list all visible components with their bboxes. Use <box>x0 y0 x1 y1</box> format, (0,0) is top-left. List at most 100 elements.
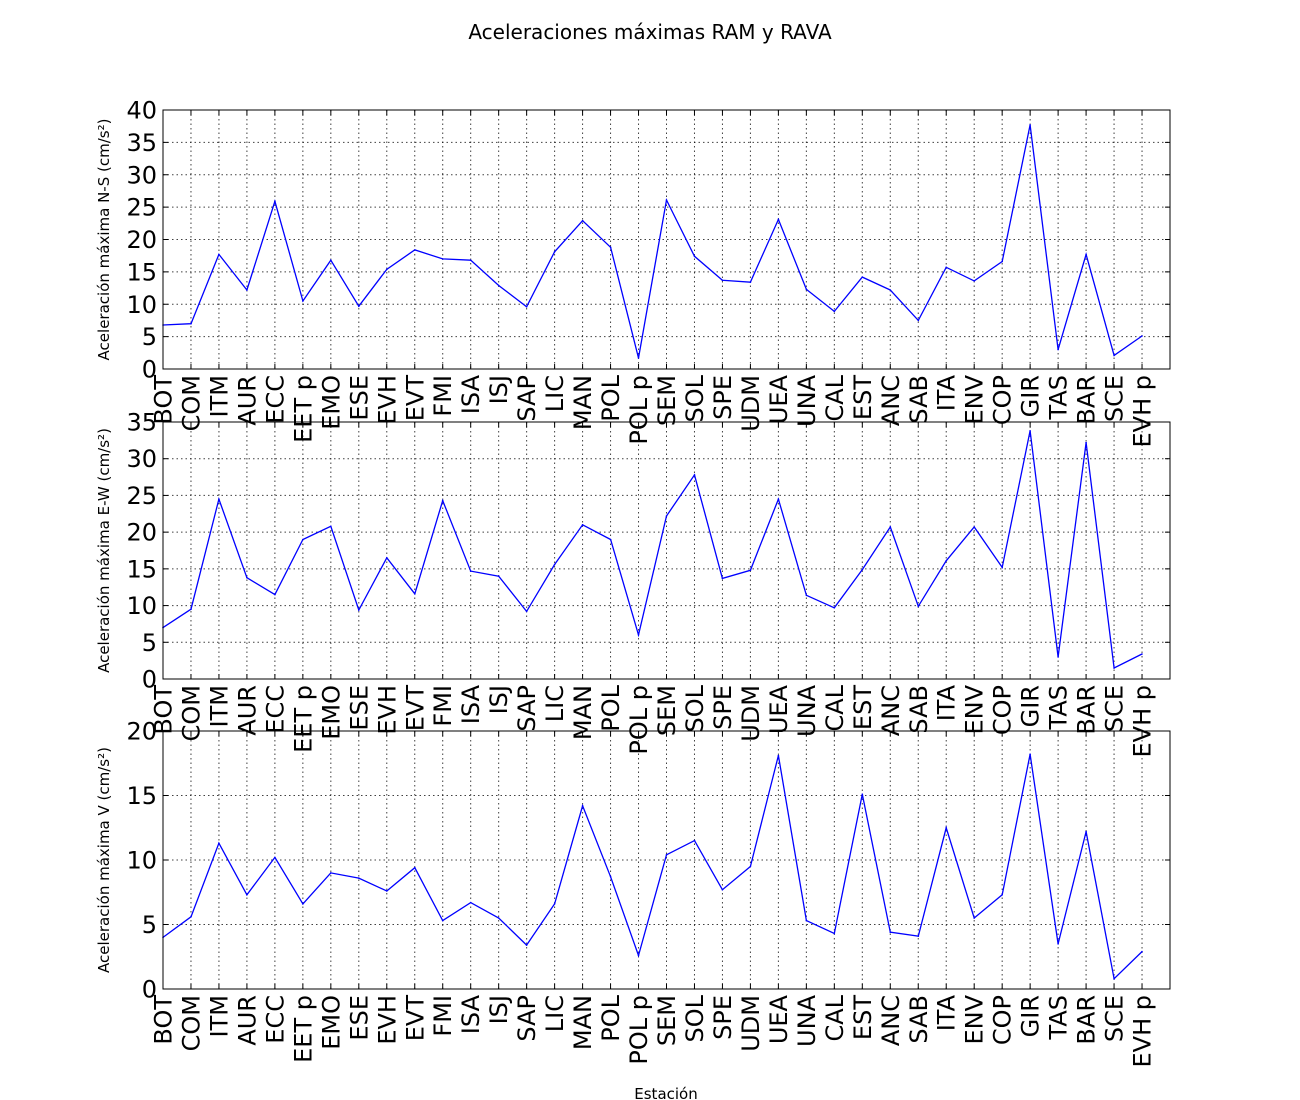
x-tick-label: SOL <box>681 684 709 732</box>
y-tick-label: 15 <box>126 555 157 583</box>
x-tick-label: FMI <box>429 375 457 417</box>
x-tick-label: EMO <box>317 375 345 430</box>
x-tick-label: TAS <box>1045 995 1073 1040</box>
data-point <box>889 289 892 291</box>
x-tick-label: SAB <box>905 685 933 734</box>
data-point <box>1001 894 1003 896</box>
data-point <box>441 258 444 260</box>
x-tick-label: ECC <box>261 375 289 424</box>
x-tick-label: EVH p <box>1129 995 1157 1068</box>
data-point <box>637 954 640 957</box>
data-point <box>218 842 220 844</box>
data-point <box>414 593 416 595</box>
x-tick-label: POL p <box>625 375 653 445</box>
x-tick-label: SAB <box>905 995 933 1044</box>
y-tick-label: 40 <box>126 97 157 125</box>
data-point <box>1141 335 1143 337</box>
x-tick-label: SPE <box>709 375 737 420</box>
x-tick-label: COP <box>989 995 1017 1045</box>
data-point <box>945 266 947 269</box>
x-tick-label: UNA <box>793 374 821 427</box>
x-tick-label: BOT <box>150 685 178 735</box>
x-tick-label: EVH p <box>1129 685 1157 758</box>
data-point <box>861 793 864 795</box>
data-point <box>414 866 416 869</box>
x-tick-label: EVH p <box>1129 375 1157 448</box>
data-point <box>553 903 556 905</box>
x-tick-label: SAB <box>905 375 933 424</box>
data-point <box>1057 943 1059 945</box>
data-point <box>749 865 752 868</box>
x-tick-label: ISA <box>457 684 485 724</box>
y-tick-label: 10 <box>126 847 157 875</box>
data-point <box>386 890 388 892</box>
data-point <box>805 288 808 291</box>
x-tick-label: UEA <box>765 374 793 424</box>
data-point <box>386 268 388 271</box>
x-tick-label: ECC <box>261 685 289 734</box>
data-point <box>805 594 808 597</box>
x-tick-label: LIC <box>541 995 569 1032</box>
y-tick-label: 20 <box>126 226 157 254</box>
x-axis-label: Estación <box>634 1085 697 1100</box>
data-point <box>833 310 836 313</box>
x-tick-label: ITM <box>205 375 233 417</box>
y-tick-label: 0 <box>142 666 157 694</box>
data-point <box>1029 430 1031 432</box>
data-point <box>469 901 472 904</box>
x-tick-label: ANC <box>877 375 905 426</box>
x-tick-label: ITM <box>205 685 233 727</box>
data-point <box>302 538 304 541</box>
x-tick-label: EMO <box>317 995 345 1050</box>
data-point <box>833 607 836 609</box>
x-tick-label: ENV <box>961 684 989 734</box>
data-point <box>777 498 780 500</box>
data-point <box>246 289 248 291</box>
data-point <box>1057 348 1059 351</box>
x-tick-label: SPE <box>709 995 737 1040</box>
x-tick-label: EVT <box>401 995 429 1042</box>
data-point <box>889 931 892 933</box>
data-point <box>665 199 668 201</box>
x-tick-label: BAR <box>1073 375 1101 425</box>
x-tick-label: MAN <box>569 995 597 1050</box>
x-tick-label: POL p <box>625 685 653 755</box>
x-tick-label: UNA <box>793 994 821 1047</box>
data-point <box>973 917 975 919</box>
x-tick-label: LIC <box>541 685 569 722</box>
x-tick-label: BAR <box>1073 995 1101 1045</box>
x-tick-label: TAS <box>1045 685 1073 730</box>
data-point <box>1001 566 1003 569</box>
x-tick-label: SAP <box>513 995 541 1042</box>
data-point <box>581 219 584 222</box>
data-point <box>302 903 304 905</box>
x-tick-label: MAN <box>569 375 597 430</box>
x-tick-label: ISJ <box>485 685 513 714</box>
data-point <box>386 557 388 559</box>
data-point <box>1085 830 1087 833</box>
x-tick-label: ITM <box>205 995 233 1037</box>
data-point <box>693 474 696 476</box>
x-tick-label: SEM <box>653 375 681 426</box>
y-tick-label: 25 <box>126 482 157 510</box>
data-point <box>358 877 360 879</box>
x-tick-label: EET p <box>289 685 317 753</box>
x-tick-label: CAL <box>821 684 849 731</box>
figure-title: Aceleraciones máximas RAM y RAVA <box>468 20 832 44</box>
data-point <box>973 526 975 528</box>
x-tick-label: EST <box>849 995 877 1040</box>
data-point <box>274 593 276 596</box>
data-point <box>665 854 668 856</box>
y-axis-label: Aceleración máxima V (cm/s²) <box>95 747 113 973</box>
data-point <box>1113 977 1115 980</box>
data-point <box>525 610 528 613</box>
data-point <box>889 526 892 528</box>
data-point <box>945 827 947 829</box>
data-point <box>805 919 808 922</box>
x-tick-label: ISA <box>457 994 485 1034</box>
x-tick-label: EST <box>849 375 877 420</box>
data-point <box>218 498 220 500</box>
x-tick-label: SEM <box>653 995 681 1046</box>
